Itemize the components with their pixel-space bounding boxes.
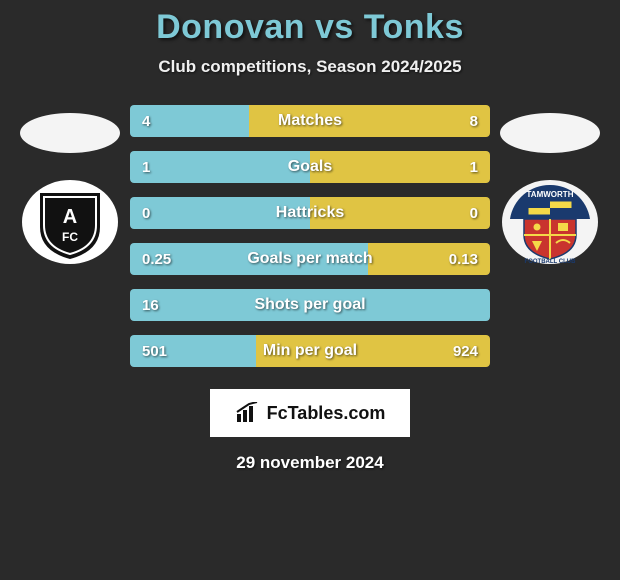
stat-left-value: 0 xyxy=(142,205,150,222)
date-text: 29 november 2024 xyxy=(0,453,620,473)
stat-right-value: 1 xyxy=(470,159,478,176)
left-player-avatar xyxy=(20,113,120,153)
stat-left-value: 4 xyxy=(142,113,150,130)
stat-left-value: 1 xyxy=(142,159,150,176)
right-player-avatar xyxy=(500,113,600,153)
right-team-badge: TAMWORTH FOOTBALL CLUB xyxy=(500,179,600,265)
stat-bar-content: 501 Min per goal 924 xyxy=(130,335,490,367)
stat-bar-content: 1 Goals 1 xyxy=(130,151,490,183)
stat-bar: 4 Matches 8 xyxy=(130,105,490,137)
svg-text:TAMWORTH: TAMWORTH xyxy=(527,190,574,199)
left-team-badge: A FC xyxy=(20,179,120,265)
page-title: Donovan vs Tonks xyxy=(0,8,620,47)
stat-bar-content: 0 Hattricks 0 xyxy=(130,197,490,229)
branding-text: FcTables.com xyxy=(267,403,386,424)
svg-text:FC: FC xyxy=(62,230,78,244)
stat-right-value: 924 xyxy=(453,343,478,360)
crest-icon: TAMWORTH FOOTBALL CLUB xyxy=(500,179,600,265)
stat-bar-content: 16 Shots per goal xyxy=(130,289,490,321)
stat-left-value: 16 xyxy=(142,297,159,314)
stat-right-value: 0.13 xyxy=(449,251,478,268)
stat-right-value: 0 xyxy=(470,205,478,222)
stat-bar: 16 Shots per goal xyxy=(130,289,490,321)
stat-label: Min per goal xyxy=(263,342,357,360)
stat-left-value: 501 xyxy=(142,343,167,360)
main-row: A FC 4 Matches 8 1 Goals 1 0 Hattricks 0 0.25 Goal… xyxy=(0,105,620,367)
stat-label: Goals xyxy=(288,158,332,176)
stats-column: 4 Matches 8 1 Goals 1 0 Hattricks 0 0.25 Goals per… xyxy=(130,105,490,367)
stat-bar: 501 Min per goal 924 xyxy=(130,335,490,367)
stat-bar: 0.25 Goals per match 0.13 xyxy=(130,243,490,275)
stat-bar-content: 4 Matches 8 xyxy=(130,105,490,137)
stat-left-value: 0.25 xyxy=(142,251,171,268)
svg-text:FOOTBALL CLUB: FOOTBALL CLUB xyxy=(525,259,577,265)
stat-label: Goals per match xyxy=(247,250,372,268)
right-player-column: TAMWORTH FOOTBALL CLUB xyxy=(490,105,610,265)
stat-bar-content: 0.25 Goals per match 0.13 xyxy=(130,243,490,275)
comparison-card: Donovan vs Tonks Club competitions, Seas… xyxy=(0,0,620,473)
stat-bar: 1 Goals 1 xyxy=(130,151,490,183)
stat-label: Shots per goal xyxy=(254,296,365,314)
stat-label: Hattricks xyxy=(276,204,344,222)
stat-bar: 0 Hattricks 0 xyxy=(130,197,490,229)
chart-icon xyxy=(235,402,261,424)
stat-label: Matches xyxy=(278,112,342,130)
left-player-column: A FC xyxy=(10,105,130,265)
branding-badge: FcTables.com xyxy=(210,389,410,437)
subtitle: Club competitions, Season 2024/2025 xyxy=(0,57,620,77)
svg-text:A: A xyxy=(63,206,77,228)
stat-right-value: 8 xyxy=(470,113,478,130)
shield-icon: A FC xyxy=(20,179,120,265)
